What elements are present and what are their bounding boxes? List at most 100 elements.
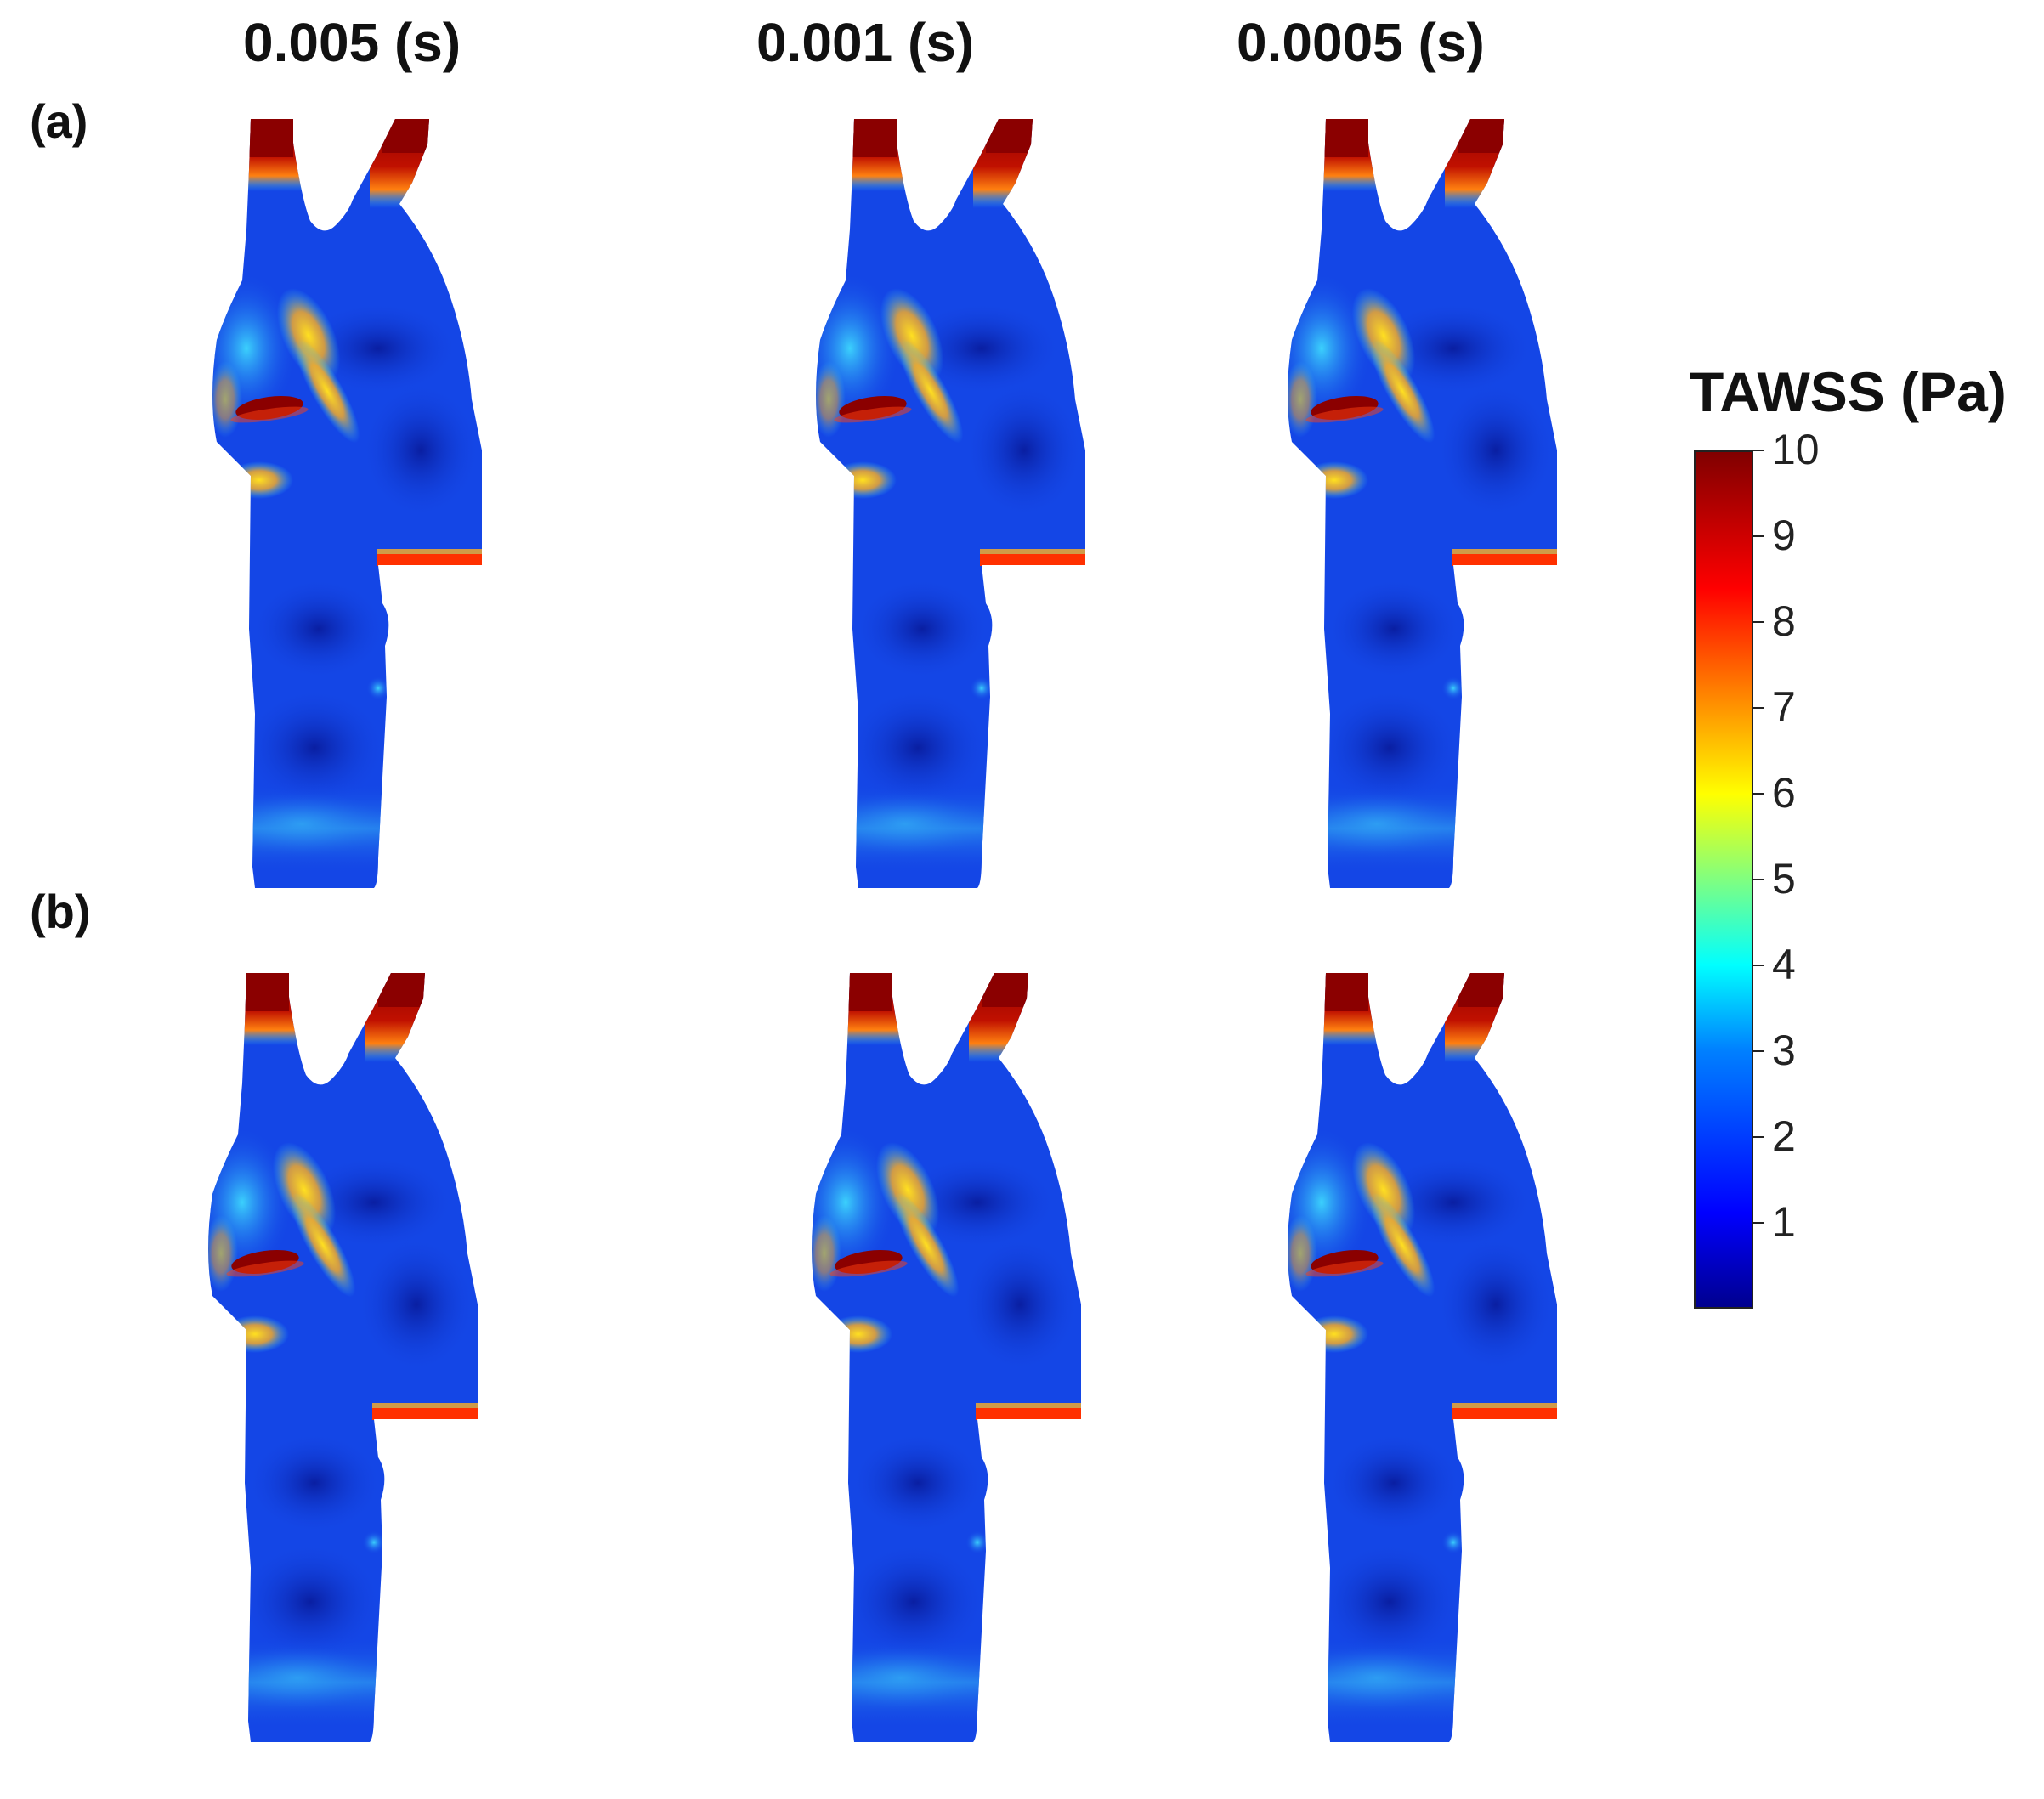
mid-shear-spot <box>829 461 897 499</box>
row-label-b: (b) <box>30 885 91 938</box>
moderate-shear-spot <box>1441 1530 1465 1554</box>
colorbar-tick-label: 10 <box>1772 426 1820 473</box>
tawss-vessel-panel <box>1288 973 1557 1742</box>
colorbar-tick-label: 3 <box>1772 1027 1796 1074</box>
tawss-vessel-panel <box>208 973 478 1742</box>
colorbar-tick-label: 8 <box>1772 597 1796 645</box>
low-shear-region <box>246 1432 382 1534</box>
row-label-a: (a) <box>30 94 88 148</box>
inlet-rim-mid-shear <box>980 549 1085 554</box>
colorbar-tick-label: 1 <box>1772 1198 1796 1246</box>
low-shear-region <box>854 578 990 680</box>
mid-shear-wall <box>208 1215 238 1292</box>
mid-shear-wall <box>1288 361 1317 438</box>
moderate-shear-band <box>816 782 1085 875</box>
moderate-shear-band <box>1288 1636 1557 1729</box>
inlet-rim-mid-shear <box>976 1403 1081 1408</box>
inlet-rim-mid-shear <box>1452 549 1557 554</box>
colorbar-tick-label: 4 <box>1772 941 1796 988</box>
low-shear-region <box>1317 1542 1462 1661</box>
mid-shear-spot <box>824 1315 892 1353</box>
low-shear-region <box>251 578 387 680</box>
colorbar-tick <box>1753 793 1764 795</box>
inlet-rim-high-shear <box>377 554 482 566</box>
mid-shear-wall <box>1288 1215 1317 1292</box>
high-shear-rim <box>1305 406 1384 423</box>
low-shear-region <box>242 688 387 807</box>
outlet-high-shear-right-core <box>982 973 1028 1007</box>
colorbar-tick <box>1753 965 1764 966</box>
inlet-rim-high-shear <box>980 554 1085 566</box>
outlet-high-shear-right-core <box>378 973 425 1007</box>
mid-shear-jet <box>294 338 360 444</box>
inlet-rim-mid-shear <box>1452 1403 1557 1408</box>
moderate-shear-spot <box>366 676 390 700</box>
mid-shear-spot <box>225 461 293 499</box>
low-shear-region <box>841 1542 986 1661</box>
low-shear-region <box>1326 1432 1462 1534</box>
inlet-rim-mid-shear <box>372 1403 478 1408</box>
outlet-high-shear-left-core <box>246 119 293 157</box>
low-shear-region <box>1436 382 1555 518</box>
column-title-2: 0.001 (s) <box>756 12 975 73</box>
colorbar-tick-label: 7 <box>1772 683 1796 731</box>
high-shear-rim <box>829 1260 908 1277</box>
mid-shear-wall <box>816 361 846 438</box>
outlet-high-shear-left-core <box>242 973 289 1011</box>
low-shear-region <box>1326 578 1462 680</box>
high-shear-rim <box>1305 1260 1384 1277</box>
colorbar-tick <box>1753 1050 1764 1052</box>
moderate-shear-band <box>208 1636 478 1729</box>
low-shear-region <box>960 1236 1079 1372</box>
mid-shear-jet <box>1369 1192 1435 1298</box>
colorbar-tick-label: 9 <box>1772 512 1796 559</box>
colorbar-tick <box>1753 707 1764 709</box>
inlet-rim-high-shear <box>1452 554 1557 566</box>
moderate-shear-spot <box>965 1530 989 1554</box>
inlet-rim-high-shear <box>372 1408 478 1420</box>
mid-shear-spot <box>221 1315 289 1353</box>
outlet-high-shear-left-core <box>850 119 897 157</box>
moderate-shear-band <box>812 1636 1081 1729</box>
inlet-rim-mid-shear <box>377 549 482 554</box>
column-title-1: 0.005 (s) <box>243 12 461 73</box>
low-shear-region <box>965 382 1084 518</box>
low-shear-region <box>361 382 480 518</box>
column-title-3: 0.0005 (s) <box>1237 12 1485 73</box>
colorbar-tick <box>1753 621 1764 623</box>
tawss-vessel-panel <box>812 973 1081 1742</box>
tawss-vessel-panel <box>1288 119 1557 888</box>
mid-shear-spot <box>1300 1315 1368 1353</box>
mid-shear-jet <box>897 338 964 444</box>
outlet-high-shear-left-core <box>846 973 892 1011</box>
moderate-shear-band <box>212 782 482 875</box>
moderate-shear-spot <box>970 676 994 700</box>
colorbar-tick <box>1753 1222 1764 1224</box>
colorbar-tick <box>1753 450 1764 451</box>
colorbar-tick-label: 2 <box>1772 1112 1796 1160</box>
colorbar <box>1694 450 1753 1309</box>
low-shear-region <box>846 688 990 807</box>
colorbar-tick-label: 6 <box>1772 769 1796 817</box>
colorbar-tick <box>1753 535 1764 537</box>
moderate-shear-spot <box>1441 676 1465 700</box>
mid-shear-wall <box>212 361 242 438</box>
tawss-vessel-panel <box>816 119 1085 888</box>
tawss-vessel-panel <box>212 119 482 888</box>
high-shear-rim <box>230 406 309 423</box>
colorbar-tick-label: 5 <box>1772 855 1796 902</box>
mid-shear-wall <box>812 1215 841 1292</box>
inlet-rim-high-shear <box>976 1408 1081 1420</box>
low-shear-region <box>357 1236 476 1372</box>
outlet-high-shear-right-core <box>1458 119 1504 153</box>
outlet-high-shear-right-core <box>382 119 429 153</box>
colorbar-tick <box>1753 1136 1764 1138</box>
low-shear-region <box>1436 1236 1555 1372</box>
low-shear-region <box>850 1432 986 1534</box>
inlet-rim-high-shear <box>1452 1408 1557 1420</box>
mid-shear-jet <box>1369 338 1435 444</box>
outlet-high-shear-right-core <box>1458 973 1504 1007</box>
high-shear-rim <box>834 406 912 423</box>
colorbar-tick <box>1753 879 1764 880</box>
low-shear-region <box>1317 688 1462 807</box>
